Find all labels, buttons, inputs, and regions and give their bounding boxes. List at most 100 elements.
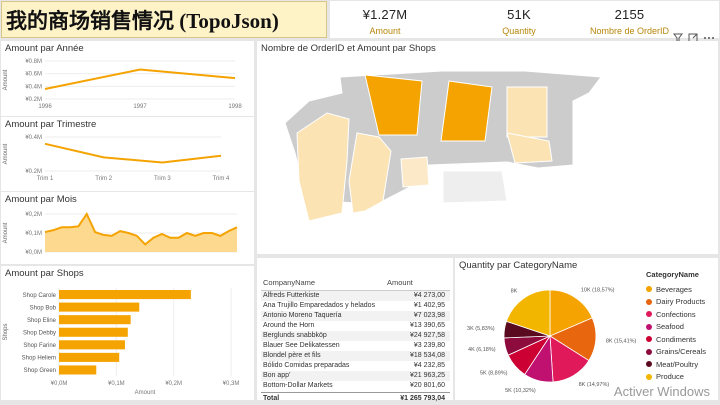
table-amount-by-company[interactable]: CompanyName Amount Alfreds Futterkiste¥4…	[257, 258, 453, 400]
y-tick-label: Shop Farine	[23, 343, 56, 349]
kpi-orders[interactable]: 2155 Nombre de OrderID	[582, 1, 677, 36]
kpi-quantity[interactable]: 51K Quantity	[464, 1, 574, 36]
legend-item[interactable]: Meat/Poultry	[646, 358, 706, 371]
data-label: 8K	[511, 289, 518, 295]
data-label: 3K (5,83%)	[467, 326, 495, 332]
legend-label: Meat/Poultry	[656, 360, 698, 369]
x-tick-label: ¥0,3M	[223, 381, 240, 387]
x-tick-label: Trim 1	[37, 176, 54, 182]
y-tick-label: ¥0.8M	[25, 59, 42, 65]
y-tick-label: Shop Carole	[23, 293, 57, 299]
map-shop-region[interactable]	[507, 87, 547, 137]
cell-company-name: Blondel père et fils	[261, 351, 387, 361]
legend-label: Seafood	[656, 322, 684, 331]
legend-swatch	[646, 349, 652, 355]
x-tick-label: Trim 3	[154, 176, 171, 182]
cell-amount: ¥4 273,00	[387, 291, 447, 301]
kpi-quantity-label: Quantity	[464, 26, 574, 36]
table-row[interactable]: Blondel père et fils¥18 534,08	[261, 351, 450, 361]
legend-label: Grains/Cereals	[656, 347, 706, 356]
cell-company-name: Bólido Comidas preparadas	[261, 361, 387, 371]
table-row[interactable]: Berglunds snabbköp¥24 927,58	[261, 331, 450, 341]
map-shop-region[interactable]	[297, 113, 349, 221]
data-label: 5K (8,89%)	[480, 370, 508, 376]
table-row[interactable]: Alfreds Futterkiste¥4 273,00	[261, 291, 450, 301]
data-label: 5K (10,32%)	[505, 388, 536, 394]
report-title: 我的商场销售情况 (TopoJson)	[1, 1, 327, 38]
legend-item[interactable]: Seafood	[646, 321, 706, 334]
map-shop-region[interactable]	[349, 133, 391, 213]
legend-label: Dairy Products	[656, 297, 705, 306]
cell-company-name: Alfreds Futterkiste	[261, 291, 387, 301]
bar	[59, 315, 131, 324]
map-shop-region[interactable]	[443, 171, 507, 203]
chart-quantity-by-category[interactable]: Quantity par CategoryName 10K (18,57%)8K…	[455, 258, 718, 400]
map-orders-by-shops[interactable]: Nombre de OrderID et Amount par Shops	[257, 41, 718, 254]
legend-item[interactable]: Condiments	[646, 333, 706, 346]
pie-legend: CategoryName Beverages Dairy Products Conf…	[646, 270, 706, 383]
table-row[interactable]: Bólido Comidas preparadas¥4 232,85	[261, 361, 450, 371]
legend-swatch	[646, 299, 652, 305]
x-tick-label: 1997	[133, 104, 147, 110]
kpi-amount[interactable]: ¥1.27M Amount	[330, 1, 440, 36]
cell-amount: ¥18 534,08	[387, 351, 447, 361]
column-header-company[interactable]: CompanyName	[261, 276, 387, 290]
legend-item[interactable]: Grains/Cereals	[646, 346, 706, 359]
y-tick-label: ¥0.4M	[25, 135, 42, 141]
cell-amount: ¥1 402,95	[387, 301, 447, 311]
legend-title: CategoryName	[646, 270, 706, 279]
legend-swatch	[646, 324, 652, 330]
y-tick-label: ¥0.2M	[25, 169, 42, 175]
y-tick-label: ¥0,0M	[25, 250, 42, 256]
table-row[interactable]: Antonio Moreno Taquería¥7 023,98	[261, 311, 450, 321]
legend-item[interactable]: Beverages	[646, 283, 706, 296]
table-row[interactable]: Bottom-Dollar Markets¥20 801,60	[261, 381, 450, 391]
legend-swatch	[646, 336, 652, 342]
table-row[interactable]: Around the Horn¥13 390,65	[261, 321, 450, 331]
x-axis-title: Amount	[135, 390, 156, 396]
series-line	[45, 144, 221, 163]
cell-amount: ¥7 023,98	[387, 311, 447, 321]
table-row[interactable]: Blauer See Delikatessen¥3 239,80	[261, 341, 450, 351]
cell-amount: ¥4 232,85	[387, 361, 447, 371]
cell-amount: ¥21 963,25	[387, 371, 447, 381]
map-shop-region[interactable]	[401, 157, 429, 187]
legend-item[interactable]: Dairy Products	[646, 296, 706, 309]
y-tick-label: ¥0.2M	[25, 97, 42, 103]
cell-amount: ¥20 801,60	[387, 381, 447, 391]
bar	[59, 328, 128, 337]
legend-label: Condiments	[656, 335, 696, 344]
table-row[interactable]: Bon app'¥21 963,25	[261, 371, 450, 381]
bar	[59, 290, 191, 299]
column-header-amount[interactable]: Amount	[387, 276, 447, 290]
legend-item[interactable]: Produce	[646, 371, 706, 384]
legend-swatch	[646, 361, 652, 367]
y-axis-title: Amount	[3, 143, 9, 164]
data-label: 4K (6,18%)	[468, 347, 496, 353]
kpi-orders-label: Nombre de OrderID	[582, 26, 677, 36]
table-total-value: ¥1 265 793,04	[387, 393, 447, 405]
cell-amount: ¥13 390,65	[387, 321, 447, 331]
y-tick-label: Shop Eline	[27, 318, 57, 324]
table-total-label: Total	[261, 393, 387, 405]
legend-label: Beverages	[656, 285, 692, 294]
legend-item[interactable]: Confections	[646, 308, 706, 321]
table-row[interactable]: Ana Trujillo Emparedados y helados¥1 402…	[261, 301, 450, 311]
map-shop-region[interactable]	[441, 81, 492, 141]
y-tick-label: ¥0,2M	[25, 212, 42, 218]
cell-company-name: Ana Trujillo Emparedados y helados	[261, 301, 387, 311]
y-tick-label: ¥0.6M	[25, 72, 42, 78]
bar	[59, 303, 139, 312]
cell-company-name: Berglunds snabbköp	[261, 331, 387, 341]
x-tick-label: Trim 2	[95, 176, 112, 182]
y-tick-label: Shop Bob	[30, 305, 57, 311]
kpi-bar: ¥1.27M Amount 51K Quantity 2155 Nombre d…	[330, 1, 719, 38]
